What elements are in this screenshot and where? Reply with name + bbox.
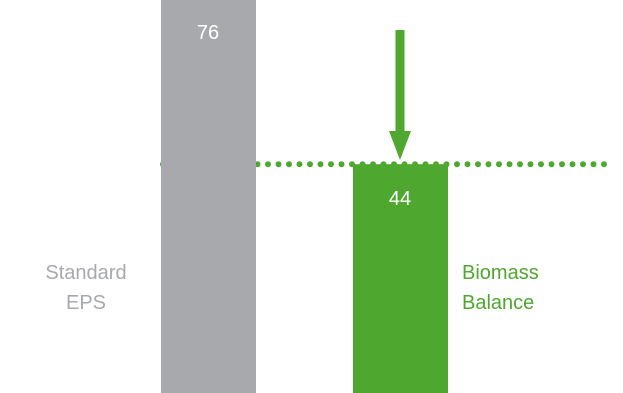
reference-dot: [317, 161, 324, 168]
reference-dot: [265, 161, 271, 168]
reference-dot: [601, 161, 607, 168]
reference-dot: [496, 161, 502, 168]
reference-dot: [559, 161, 565, 168]
reference-dot: [338, 161, 345, 168]
reference-dot: [475, 161, 481, 168]
reference-dot: [569, 161, 576, 168]
reference-dot: [548, 161, 555, 168]
reference-dot: [527, 161, 534, 168]
reference-dot: [580, 161, 586, 168]
drop-annotation: [389, 30, 411, 160]
reference-dot: [464, 161, 471, 168]
reference-dot: [590, 161, 597, 168]
value-label: 76: [197, 22, 219, 44]
reference-dot: [454, 161, 460, 168]
reference-dot: [275, 161, 282, 168]
reference-dot: [506, 161, 513, 168]
bars: [161, 0, 448, 393]
reference-dot: [296, 161, 303, 168]
category-label: Standard EPS: [45, 262, 126, 314]
down-arrow-shaft: [395, 30, 405, 133]
category-label: Biomass Balance: [462, 262, 539, 314]
reference-dot: [517, 161, 523, 168]
bar-biomass-balance: [353, 164, 448, 393]
labels: 76 Standard EPS 44 Biomass Balance: [45, 22, 538, 314]
value-label: 44: [389, 188, 411, 210]
reference-dot: [485, 161, 492, 168]
reference-dot: [307, 161, 313, 168]
bar-standard-eps: [161, 0, 256, 393]
down-arrow-head: [389, 131, 411, 160]
reference-dot: [538, 161, 544, 168]
reference-dot: [328, 161, 334, 168]
reference-dot: [286, 161, 292, 168]
